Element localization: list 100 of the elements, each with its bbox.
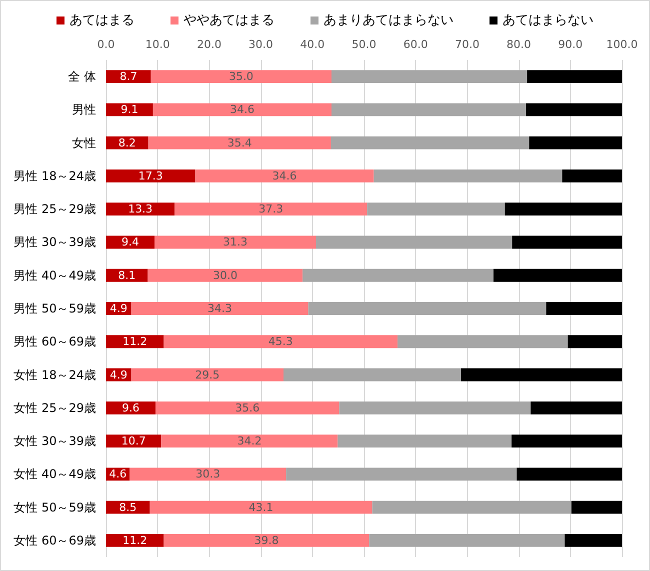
bar — [106, 401, 156, 414]
data-label: 8.1 — [118, 268, 136, 282]
bar — [164, 335, 398, 348]
bar — [564, 534, 622, 547]
bar — [516, 468, 622, 481]
bar — [372, 500, 572, 514]
bar — [546, 302, 622, 315]
y-tick-label: 女性 — [72, 136, 96, 150]
bar — [156, 401, 340, 414]
y-tick-label: 男性 18～24歳 — [14, 168, 96, 183]
data-label: 39.8 — [254, 534, 279, 547]
x-tick-label: 90.0 — [558, 38, 583, 51]
bar — [331, 103, 526, 116]
legend-label: あてはまる — [70, 13, 134, 28]
bar — [152, 103, 332, 116]
data-label: 4.9 — [110, 368, 128, 382]
y-tick-label: 男性 50～59歳 — [14, 302, 96, 316]
data-label: 11.2 — [122, 335, 148, 348]
bar — [106, 434, 162, 448]
bar — [131, 302, 308, 315]
data-label: 34.2 — [237, 434, 262, 448]
y-tick-label: 全 体 — [68, 70, 96, 84]
bar — [494, 268, 622, 282]
bar — [562, 170, 622, 182]
y-tick-label: 女性 25～29歳 — [14, 400, 96, 415]
y-tick-label: 男性 25～29歳 — [14, 202, 96, 216]
bar — [286, 468, 517, 481]
data-label: 35.0 — [228, 70, 254, 84]
bar — [504, 202, 622, 216]
data-label: 10.7 — [121, 434, 146, 448]
bar — [461, 368, 622, 382]
bar — [106, 202, 175, 216]
y-tick-label: 男性 30～39歳 — [14, 235, 96, 250]
bar — [338, 434, 512, 448]
bar — [316, 236, 512, 249]
data-label: 17.3 — [138, 169, 163, 182]
bar — [367, 202, 505, 216]
legend-label: あまりあてはまらない — [324, 13, 454, 28]
data-label: 43.1 — [248, 500, 274, 514]
data-label: 8.7 — [120, 70, 138, 84]
data-label: 11.2 — [122, 534, 148, 547]
y-tick-label: 女性 60～69歳 — [14, 533, 96, 548]
bar — [174, 202, 368, 216]
data-label: 34.6 — [272, 169, 297, 182]
x-tick-label: 0.0 — [97, 38, 115, 51]
bar — [106, 170, 196, 182]
data-label: 8.5 — [119, 500, 137, 514]
data-label: 30.3 — [196, 468, 220, 481]
data-label: 9.6 — [122, 401, 140, 414]
bar — [526, 103, 622, 116]
bar — [374, 170, 562, 182]
y-tick-label: 女性 18～24歳 — [14, 368, 96, 382]
bar — [148, 136, 331, 150]
data-label: 13.3 — [128, 202, 153, 216]
bar — [130, 468, 286, 481]
data-label: 34.3 — [208, 302, 232, 315]
data-label: 4.6 — [109, 468, 127, 481]
x-tick-label: 60.0 — [403, 38, 428, 51]
legend-label: あてはまらない — [502, 13, 594, 28]
bar — [571, 500, 622, 514]
bar — [106, 534, 164, 547]
bar — [398, 335, 568, 348]
data-label: 37.3 — [258, 202, 284, 216]
x-tick-label: 30.0 — [248, 38, 274, 51]
y-tick-label: 女性 30～39歳 — [14, 434, 96, 448]
bar — [164, 534, 370, 547]
data-label: 34.6 — [230, 103, 254, 116]
legend-label: ややあてはまる — [184, 13, 274, 28]
x-tick-label: 50.0 — [352, 38, 376, 51]
data-label: 45.3 — [268, 335, 293, 348]
bar — [106, 500, 150, 514]
bar — [302, 268, 494, 282]
x-tick-label: 70.0 — [454, 38, 480, 51]
bar — [106, 103, 153, 116]
data-label: 9.4 — [122, 236, 139, 249]
y-tick-label: 女性 50～59歳 — [14, 500, 96, 514]
bar — [339, 401, 531, 414]
bar — [106, 268, 148, 282]
bar — [106, 335, 164, 348]
x-tick-label: 10.0 — [145, 38, 170, 51]
y-tick-label: 男性 — [72, 102, 96, 117]
bar — [530, 401, 622, 414]
bar — [148, 268, 303, 282]
bar — [150, 70, 332, 84]
data-label: 8.2 — [118, 136, 136, 150]
bar — [195, 170, 374, 182]
y-tick-label: 男性 60～69歳 — [14, 334, 96, 349]
bar — [512, 236, 622, 249]
x-tick-label: 100.0 — [606, 38, 638, 51]
data-label: 31.3 — [223, 236, 248, 249]
bar — [154, 236, 316, 249]
bar — [161, 434, 338, 448]
bar — [150, 500, 372, 514]
x-tick-label: 80.0 — [506, 38, 532, 51]
data-label: 4.9 — [110, 302, 128, 315]
bar — [331, 70, 528, 84]
x-tick-label: 20.0 — [196, 38, 222, 51]
bar — [529, 136, 622, 150]
x-tick-label: 40.0 — [300, 38, 325, 51]
bar — [308, 302, 546, 315]
